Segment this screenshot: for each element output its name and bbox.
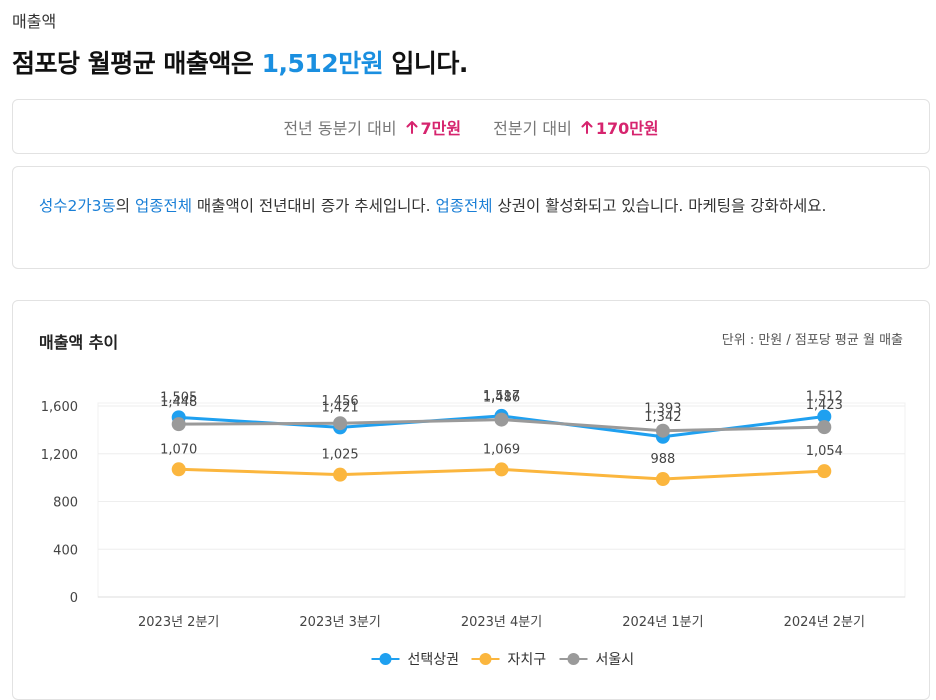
chart-unit-note: 단위 : 만원 / 점포당 평균 월 매출 xyxy=(721,333,903,348)
data-label: 1,456 xyxy=(321,394,358,409)
yoy-value: 7만원 xyxy=(405,115,462,139)
chart-title: 매출액 추이 xyxy=(39,333,119,352)
comparison-row: 전년 동분기 대비 7만원 전분기 대비 170만원 xyxy=(13,100,929,153)
yoy-value-text: 7만원 xyxy=(420,118,462,138)
data-label: 1,342 xyxy=(644,410,681,425)
chart-card: 매출액 추이 단위 : 만원 / 점포당 평균 월 매출 0 400 800 1,20… xyxy=(12,300,930,700)
sales-trend-chart: 0 400 800 1,200 1,600 2023년 2분기 2023년 3분기 2023년… xyxy=(41,389,906,668)
insight-text: 성수2가3동의 업종전체 매출액이 전년대비 증가 추세입니다. 업종전체 상권… xyxy=(39,193,903,219)
data-point xyxy=(333,467,348,482)
y-tick-label: 400 xyxy=(53,543,78,558)
data-point xyxy=(333,416,348,431)
data-label: 1,025 xyxy=(321,448,358,463)
legend-marker xyxy=(379,653,392,665)
yoy-label: 전년 동분기 대비 xyxy=(283,118,397,138)
comparison-card: 전년 동분기 대비 7만원 전분기 대비 170만원 xyxy=(12,99,930,154)
section-label: 매출액 xyxy=(12,12,57,31)
data-point xyxy=(171,417,186,432)
data-label: 1,069 xyxy=(483,442,520,457)
arrow-up-icon xyxy=(581,120,593,134)
qoq-value: 170만원 xyxy=(580,115,659,139)
data-point xyxy=(817,464,832,479)
data-label: 1,512 xyxy=(806,390,843,405)
arrow-up-icon xyxy=(406,120,418,134)
data-label: 1,393 xyxy=(644,402,681,417)
data-point xyxy=(655,472,670,487)
insight-area: 성수2가3동 xyxy=(39,197,116,215)
x-tick-label: 2023년 4분기 xyxy=(461,615,542,630)
data-label: 988 xyxy=(650,452,675,467)
legend-marker xyxy=(479,653,492,665)
headline-prefix: 점포당 월평균 매출액은 xyxy=(12,49,262,78)
legend-marker xyxy=(567,653,580,665)
x-tick-label: 2024년 2분기 xyxy=(784,615,865,630)
plot-area xyxy=(97,402,906,598)
qoq-comparison: 전분기 대비 170만원 xyxy=(493,115,659,139)
insight-part3: 상권이 활성화되고 있습니다. 마케팅을 강화하세요. xyxy=(492,197,827,215)
headline-value: 1,512만원 xyxy=(261,49,384,78)
data-label: 1,505 xyxy=(160,390,197,405)
legend-label: 서울시 xyxy=(596,652,635,668)
page-title: 점포당 월평균 매출액은 1,512만원 입니다. xyxy=(12,44,468,80)
legend-label: 선택상권 xyxy=(408,652,460,668)
insight-card: 성수2가3동의 업종전체 매출액이 전년대비 증가 추세입니다. 업종전체 상권… xyxy=(12,166,930,269)
data-label: 1,423 xyxy=(806,398,843,413)
data-label: 1,054 xyxy=(806,444,843,459)
data-point xyxy=(655,423,670,438)
data-label: 1,517 xyxy=(483,389,520,404)
insight-industry: 업종전체 xyxy=(134,197,192,215)
x-tick-label: 2023년 3분기 xyxy=(299,615,380,630)
y-tick-label: 1,600 xyxy=(41,400,78,415)
data-label: 1,448 xyxy=(160,395,197,410)
legend-label: 자치구 xyxy=(508,652,547,668)
qoq-label: 전분기 대비 xyxy=(493,118,572,138)
insight-part1: 의 xyxy=(115,197,135,215)
insight-industry-2: 업종전체 xyxy=(435,197,493,215)
yoy-comparison: 전년 동분기 대비 7만원 xyxy=(283,115,461,139)
headline-suffix: 입니다. xyxy=(383,49,468,78)
data-point xyxy=(817,420,832,435)
data-label: 1,421 xyxy=(321,400,358,415)
y-tick-label: 800 xyxy=(53,496,78,511)
insight-part2: 매출액이 전년대비 증가 추세입니다. xyxy=(192,197,436,215)
data-point xyxy=(494,462,509,477)
x-tick-label: 2023년 2분기 xyxy=(138,615,219,630)
y-tick-label: 0 xyxy=(70,591,78,606)
data-point xyxy=(494,412,509,427)
y-tick-label: 1,200 xyxy=(41,448,78,463)
data-label: 1,486 xyxy=(483,391,520,406)
data-point xyxy=(171,462,186,477)
data-point xyxy=(817,409,832,424)
data-label: 1,070 xyxy=(160,442,197,457)
x-tick-label: 2024년 1분기 xyxy=(622,615,703,630)
qoq-value-text: 170만원 xyxy=(595,118,659,138)
